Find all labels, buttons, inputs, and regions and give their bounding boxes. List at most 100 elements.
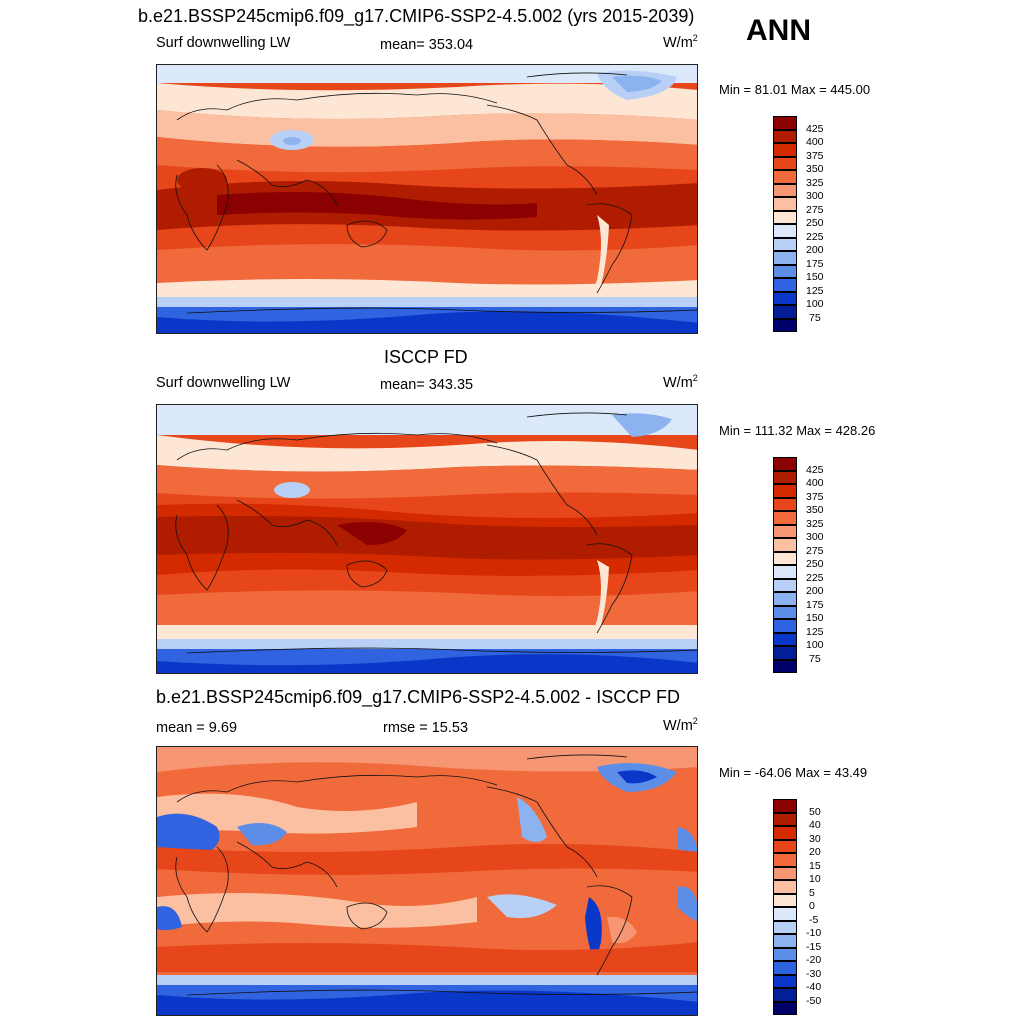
colorbar-swatch (773, 524, 797, 538)
panel2-variable: Surf downwelling LW (156, 375, 291, 391)
colorbar-level-label: 200 (806, 585, 824, 597)
colorbar-level-label: 125 (806, 625, 824, 638)
panel1-colorbar (773, 116, 797, 332)
colorbar-swatch (773, 799, 797, 813)
panel3-mean: mean = 9.69 (156, 720, 238, 736)
colorbar-swatch (773, 578, 797, 592)
season-label: ANN (746, 14, 811, 47)
colorbar-level-label: 75 (809, 652, 821, 665)
colorbar-swatch (773, 511, 797, 525)
colorbar-level-label: 200 (806, 244, 824, 256)
colorbar-swatch (773, 988, 797, 1002)
panel3-colorbar (773, 799, 797, 1015)
colorbar-level-label: 350 (806, 163, 824, 175)
colorbar-level-label: 175 (806, 257, 824, 270)
colorbar-swatch (773, 826, 797, 840)
colorbar-swatch (773, 812, 797, 826)
colorbar-swatch (773, 1001, 797, 1015)
page-title: b.e21.BSSP245cmip6.f09_g17.CMIP6-SSP2-4.… (138, 6, 695, 26)
colorbar-level-label: 50 (809, 805, 821, 818)
colorbar-level-label: -10 (806, 927, 822, 939)
colorbar-level-label: 250 (806, 217, 824, 229)
colorbar-swatch (773, 551, 797, 565)
panel2-units: W/m2 (663, 373, 698, 391)
colorbar-level-label: 0 (809, 900, 815, 912)
panel2-minmax: Min = 111.32 Max = 428.26 (719, 423, 876, 438)
colorbar-swatch (773, 264, 797, 278)
colorbar-swatch (773, 920, 797, 934)
colorbar-level-label: 150 (806, 612, 824, 624)
panel1-mean: mean= 353.04 (380, 37, 474, 53)
colorbar-swatch (773, 632, 797, 646)
panel1-map (156, 64, 698, 334)
colorbar-swatch (773, 866, 797, 880)
colorbar-level-label: 10 (809, 873, 821, 885)
colorbar-swatch (773, 305, 797, 319)
colorbar-level-label: 375 (806, 490, 824, 503)
colorbar-swatch (773, 129, 797, 143)
colorbar-level-label: 125 (806, 284, 824, 297)
colorbar-level-label: 30 (809, 832, 821, 845)
panel2-title: ISCCP FD (384, 347, 468, 367)
colorbar-level-label: 350 (806, 504, 824, 516)
colorbar-level-label: 15 (809, 859, 821, 872)
colorbar-level-label: -5 (809, 913, 819, 926)
colorbar-swatch (773, 318, 797, 332)
colorbar-level-label: -15 (806, 940, 822, 953)
colorbar-level-label: 225 (806, 230, 824, 243)
colorbar-level-label: 250 (806, 558, 824, 570)
colorbar-level-label: 20 (809, 846, 821, 858)
colorbar-swatch (773, 619, 797, 633)
colorbar-swatch (773, 197, 797, 211)
colorbar-swatch (773, 961, 797, 975)
colorbar-level-label: 325 (806, 517, 824, 530)
colorbar-swatch (773, 853, 797, 867)
colorbar-swatch (773, 470, 797, 484)
colorbar-level-label: -20 (806, 954, 822, 966)
colorbar-level-label: -50 (806, 994, 822, 1007)
colorbar-level-label: 225 (806, 571, 824, 584)
colorbar-level-label: 5 (809, 886, 815, 899)
colorbar-level-label: 425 (806, 463, 824, 476)
panel3-rmse: rmse = 15.53 (383, 720, 469, 736)
colorbar-swatch (773, 237, 797, 251)
panel3-minmax: Min = -64.06 Max = 43.49 (719, 765, 868, 780)
colorbar-level-label: 400 (806, 136, 824, 148)
colorbar-level-label: 275 (806, 544, 824, 557)
colorbar-level-label: -40 (806, 981, 822, 993)
colorbar-swatch (773, 934, 797, 948)
colorbar-swatch (773, 291, 797, 305)
colorbar-level-label: 300 (806, 190, 824, 202)
panel3-map (156, 746, 698, 1016)
colorbar-level-label: 325 (806, 176, 824, 189)
colorbar-swatch (773, 210, 797, 224)
colorbar-swatch (773, 457, 797, 471)
panel2-map (156, 404, 698, 674)
colorbar-swatch (773, 646, 797, 660)
colorbar-swatch (773, 605, 797, 619)
colorbar-swatch (773, 893, 797, 907)
colorbar-swatch (773, 484, 797, 498)
colorbar-level-label: 375 (806, 149, 824, 162)
colorbar-swatch (773, 659, 797, 673)
colorbar-swatch (773, 907, 797, 921)
colorbar-level-label: 75 (809, 311, 821, 324)
panel1-variable: Surf downwelling LW (156, 35, 291, 51)
panel1-minmax: Min = 81.01 Max = 445.00 (719, 82, 871, 97)
colorbar-swatch (773, 116, 797, 130)
colorbar-swatch (773, 143, 797, 157)
colorbar-swatch (773, 880, 797, 894)
colorbar-level-label: 275 (806, 203, 824, 216)
colorbar-swatch (773, 183, 797, 197)
colorbar-level-label: 100 (806, 639, 824, 651)
colorbar-swatch (773, 947, 797, 961)
colorbar-swatch (773, 224, 797, 238)
colorbar-swatch (773, 497, 797, 511)
colorbar-swatch (773, 170, 797, 184)
panel3-units: W/m2 (663, 716, 698, 734)
panel2-colorbar (773, 457, 797, 673)
panel3-title: b.e21.BSSP245cmip6.f09_g17.CMIP6-SSP2-4.… (156, 687, 680, 707)
colorbar-swatch (773, 839, 797, 853)
panel2-mean: mean= 343.35 (380, 377, 474, 393)
colorbar-level-label: 425 (806, 122, 824, 135)
